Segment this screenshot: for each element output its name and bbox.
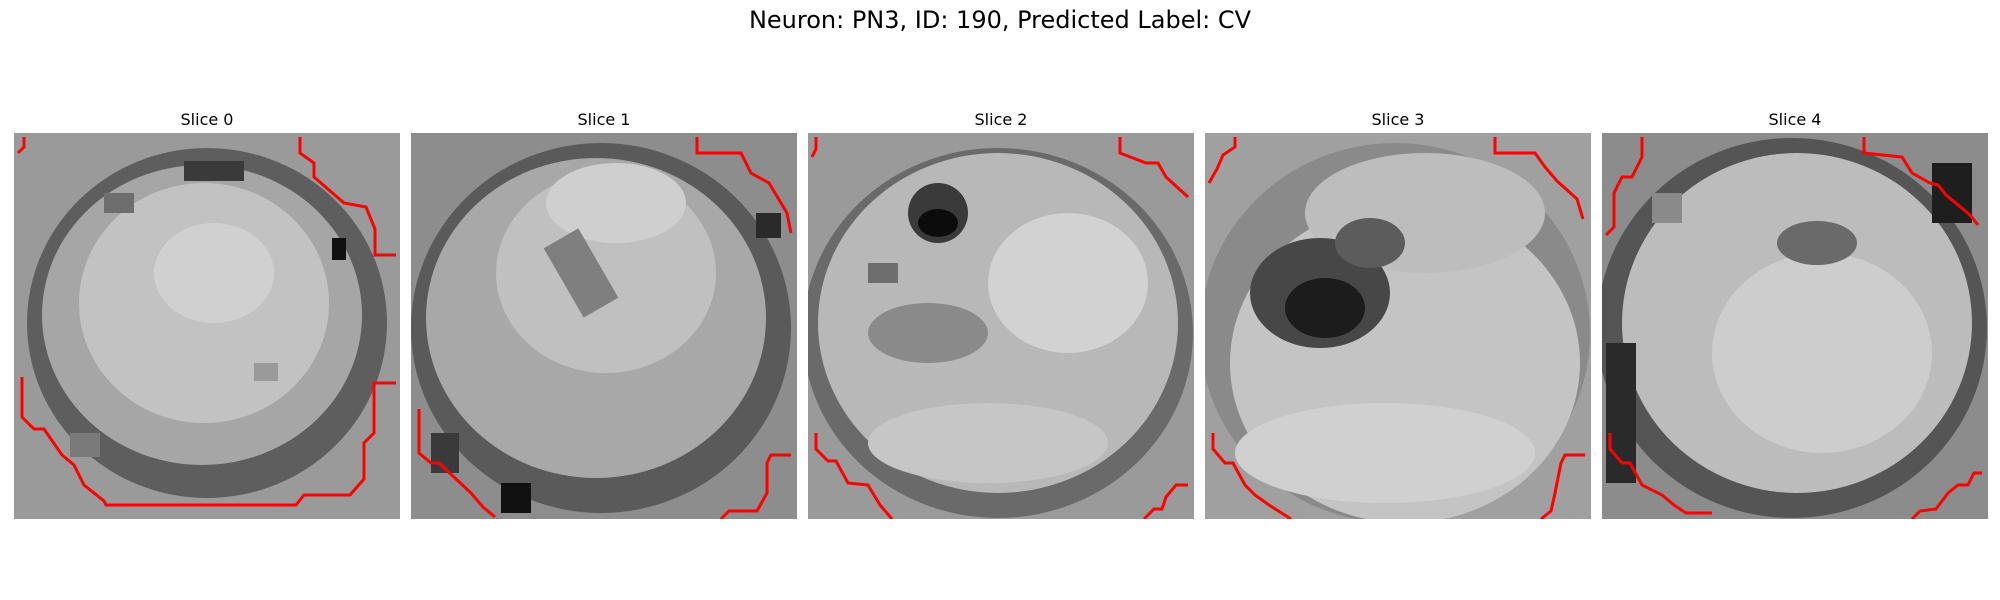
- slice-title-1: Slice 1: [577, 110, 631, 129]
- contour-line: [1493, 137, 1585, 220]
- contour-line: [695, 137, 793, 234]
- contour-line: [1207, 137, 1237, 184]
- slice-title-0: Slice 0: [180, 110, 234, 129]
- contour-line: [1118, 137, 1190, 199]
- slice-panel-3: Slice 3: [1205, 108, 1591, 519]
- contour-line: [1862, 137, 1980, 226]
- slice-image-2: [808, 133, 1194, 519]
- slice-panel-1: Slice 1: [411, 108, 797, 519]
- slice-image-0: [14, 133, 400, 519]
- contour-line: [20, 377, 396, 507]
- slice-panel-4: Slice 4: [1602, 108, 1988, 519]
- slice-image-4: [1602, 133, 1988, 519]
- slice-title-2: Slice 2: [974, 110, 1028, 129]
- contour-line: [719, 453, 791, 519]
- slice-panel-0: Slice 0: [14, 108, 400, 519]
- contour-line: [814, 433, 894, 519]
- contour-line: [810, 137, 818, 158]
- slice-title-4: Slice 4: [1768, 110, 1822, 129]
- contour-line: [1540, 453, 1585, 519]
- slice-panel-2: Slice 2: [808, 108, 1194, 519]
- contour-line: [1608, 433, 1712, 515]
- contour-line: [16, 137, 26, 155]
- contour-line: [1604, 137, 1644, 237]
- contour-line: [1211, 433, 1292, 519]
- contour-line: [417, 409, 496, 519]
- contour-line: [1142, 483, 1188, 519]
- slice-image-3: [1205, 133, 1591, 519]
- slice-title-3: Slice 3: [1371, 110, 1425, 129]
- contour-line: [298, 137, 396, 257]
- slice-image-1: [411, 133, 797, 519]
- contour-line: [1910, 471, 1982, 519]
- figure-title: Neuron: PN3, ID: 190, Predicted Label: C…: [748, 6, 1252, 34]
